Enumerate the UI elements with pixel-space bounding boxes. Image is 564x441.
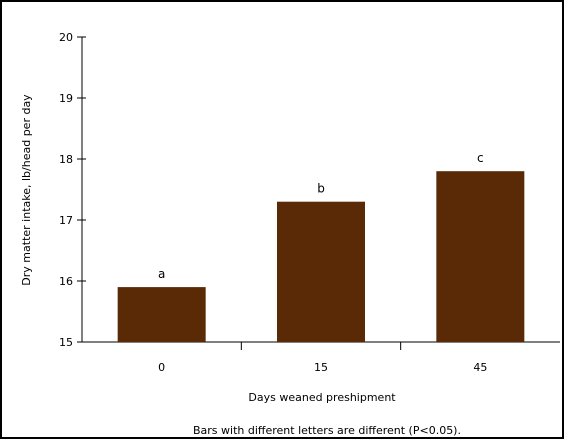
x-tick-label: 15 xyxy=(314,361,328,374)
y-tick-label: 20 xyxy=(59,31,73,44)
y-axis: 15 16 17 18 19 20 xyxy=(59,31,86,349)
y-tick-label: 15 xyxy=(59,336,73,349)
bar-significance-letters: a b c xyxy=(158,151,484,281)
y-tick-label: 16 xyxy=(59,275,73,288)
bar-letter: a xyxy=(158,267,165,281)
bar-45 xyxy=(436,171,525,342)
y-tick-label: 17 xyxy=(59,214,73,227)
bar-15 xyxy=(277,201,365,342)
y-axis-title: Dry matter intake, lb/head per day xyxy=(20,94,33,286)
x-tick-label: 45 xyxy=(473,361,487,374)
bar-letter: c xyxy=(477,151,484,165)
x-axis-title: Days weaned preshipment xyxy=(248,391,396,404)
x-tick-label: 0 xyxy=(158,361,165,374)
bar-0 xyxy=(117,287,206,342)
x-axis: 0 15 45 xyxy=(82,341,560,374)
y-tick-label: 19 xyxy=(59,92,73,105)
bars xyxy=(117,171,525,342)
footnote: Bars with different letters are differen… xyxy=(193,424,461,437)
y-tick-label: 18 xyxy=(59,153,73,166)
bar-letter: b xyxy=(317,182,325,196)
